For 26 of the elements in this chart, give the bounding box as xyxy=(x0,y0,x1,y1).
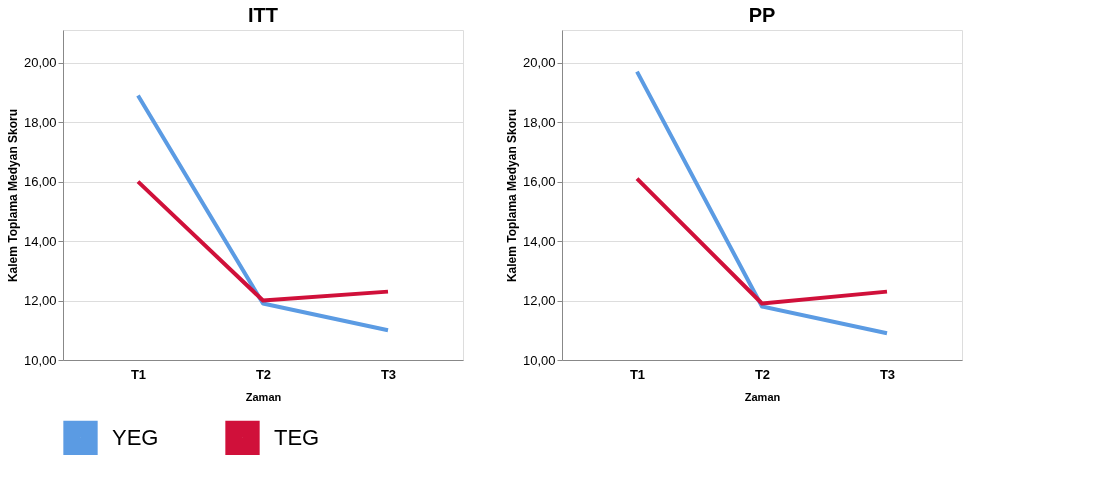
y-tick-label: 14,00 xyxy=(522,233,556,249)
x-tick-label: T2 xyxy=(754,366,771,382)
legend-label: TEG xyxy=(274,424,320,450)
x-tick-label: T1 xyxy=(130,366,147,382)
chart-title: PP xyxy=(748,4,776,26)
x-axis-title: Zaman xyxy=(744,390,781,403)
y-tick-label: 12,00 xyxy=(23,293,57,309)
y-tick-label: 18,00 xyxy=(23,114,57,130)
x-axis-title: Zaman xyxy=(245,390,282,403)
y-tick-label: 20,00 xyxy=(522,55,556,71)
x-tick-label: T3 xyxy=(380,366,397,382)
y-tick-label: 16,00 xyxy=(522,174,556,190)
y-tick-label: 14,00 xyxy=(23,233,57,249)
y-tick-label: 16,00 xyxy=(23,174,57,190)
x-tick-label: T2 xyxy=(255,366,272,382)
legend-label: YEG xyxy=(112,424,159,450)
x-tick-label: T1 xyxy=(629,366,646,382)
x-tick-label: T3 xyxy=(879,366,896,382)
chart-title: ITT xyxy=(248,4,278,26)
y-tick-label: 12,00 xyxy=(522,293,556,309)
y-tick-label: 10,00 xyxy=(522,352,556,368)
y-tick-label: 20,00 xyxy=(23,55,57,71)
y-axis-title: Kalem Toplama Medyan Skoru xyxy=(504,108,519,283)
y-tick-label: 18,00 xyxy=(522,114,556,130)
y-tick-label: 10,00 xyxy=(23,352,57,368)
y-axis-title: Kalem Toplama Medyan Skoru xyxy=(5,108,20,283)
